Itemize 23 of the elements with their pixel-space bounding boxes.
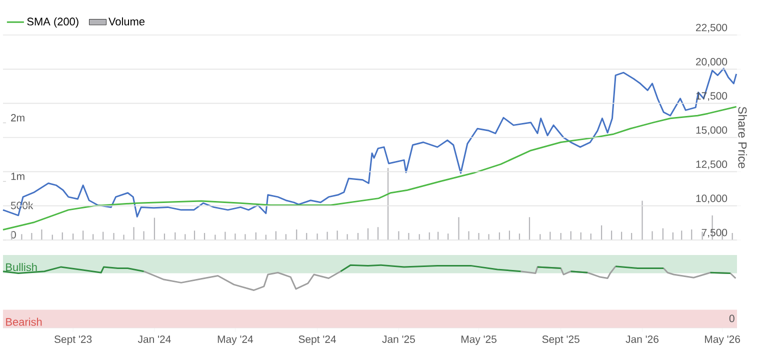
band-label: Bullish — [6, 263, 37, 272]
y2-tick-label: 2m — [11, 114, 24, 122]
x-tick-label: Sept '24 — [298, 336, 336, 345]
x-tick-label: May '26 — [705, 336, 740, 345]
y-axis-title: Share Price — [738, 106, 747, 168]
x-tick-label: May '25 — [461, 336, 496, 345]
y-tick-label: 12,500 — [696, 160, 728, 170]
x-tick-label: May '24 — [218, 336, 254, 345]
x-tick-label: Jan '25 — [382, 336, 415, 343]
legend-label: Volume — [108, 17, 145, 26]
y-tick-label: 15,000 — [696, 126, 728, 135]
x-tick-label: Sept '25 — [542, 336, 580, 345]
annotation: 0 — [729, 314, 734, 322]
x-tick-label: Jan '24 — [138, 336, 171, 343]
y2-tick-label: 1m — [11, 172, 24, 180]
y-tick-label: 10,000 — [696, 194, 728, 204]
x-tick-label: Jan '26 — [626, 336, 658, 343]
y-tick-label: 22,500 — [696, 24, 728, 32]
band-label: Bearish — [6, 318, 42, 326]
x-tick-label: Sept '23 — [54, 336, 92, 345]
y-tick-label: 20,000 — [696, 58, 728, 67]
y-tick-label: 7,500 — [702, 228, 728, 238]
legend-label: SMA (200) — [27, 17, 78, 28]
